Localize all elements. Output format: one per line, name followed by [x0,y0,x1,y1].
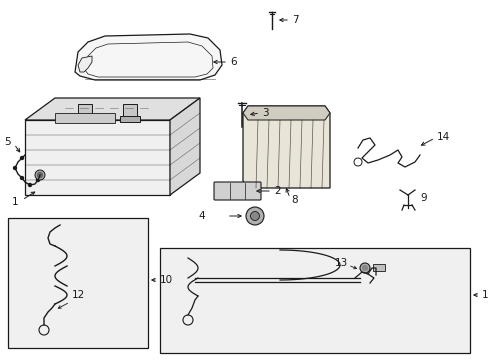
Circle shape [35,170,45,180]
Circle shape [362,266,367,270]
Circle shape [14,166,17,170]
Circle shape [359,263,369,273]
Circle shape [37,179,40,181]
Text: 12: 12 [72,290,85,300]
Bar [8,218,148,348]
Text: 14: 14 [436,132,449,142]
Circle shape [20,176,23,180]
Polygon shape [243,106,329,120]
Bar [25,120,170,195]
Circle shape [20,157,23,159]
Text: 2: 2 [273,186,280,196]
Text: 4: 4 [198,211,204,221]
Text: 11: 11 [481,290,488,300]
Bar [160,248,469,353]
Bar [78,104,92,120]
Polygon shape [78,56,92,72]
Circle shape [38,172,42,177]
Bar [75,116,95,122]
Bar [55,113,115,123]
Text: 13: 13 [334,258,347,268]
Polygon shape [170,98,200,195]
Bar [120,116,140,122]
Bar [123,104,137,120]
Bar [372,264,384,271]
Text: 6: 6 [229,57,236,67]
FancyBboxPatch shape [214,182,261,200]
Text: 1: 1 [11,197,18,207]
Polygon shape [75,34,222,80]
Text: 7: 7 [291,15,298,25]
Polygon shape [25,98,200,120]
Text: 9: 9 [419,193,426,203]
Circle shape [250,211,259,220]
Text: 3: 3 [262,108,268,118]
Text: 5: 5 [4,137,11,147]
Text: 8: 8 [290,195,297,205]
Circle shape [28,184,31,186]
Polygon shape [243,106,329,188]
Circle shape [245,207,264,225]
Text: 10: 10 [160,275,173,285]
